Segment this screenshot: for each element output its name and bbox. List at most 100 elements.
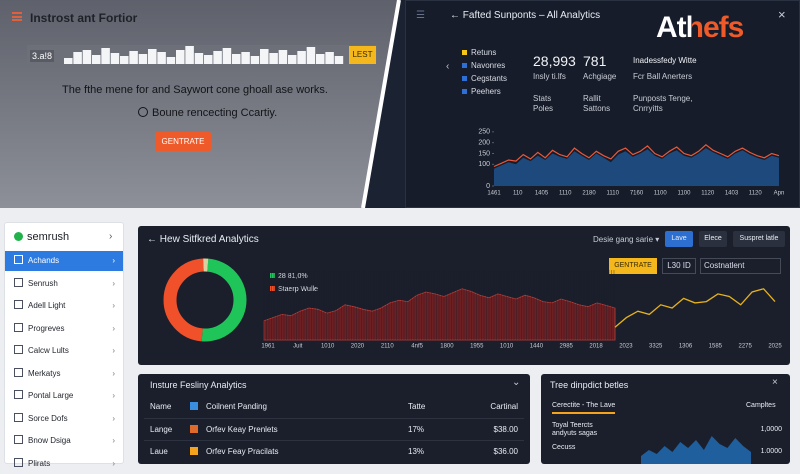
strip-bar — [297, 51, 306, 64]
brand-icon — [14, 232, 23, 241]
strip-bar — [148, 49, 157, 64]
x-tick-label: 1405 — [535, 191, 549, 197]
sidebar: semrush › Achands›Senrush›Adell Light›Pr… — [4, 222, 124, 464]
menu-icon — [14, 323, 23, 332]
table-cell: $36.00 — [478, 447, 518, 456]
table-title: Insture Fesliny Analytics — [150, 380, 247, 390]
hero-subline-text: Boune rencecting Ccartiy. — [152, 107, 277, 119]
x-tick-label: 1100 — [654, 191, 668, 197]
table-cell: Tatte — [408, 402, 425, 411]
tree-cell: Toyal Teercts — [552, 422, 593, 429]
hero-headline: The fthe mene for and Saywort cone ghoal… — [0, 84, 390, 96]
strip-bar — [204, 55, 213, 64]
collapse[interactable]: ⌄ — [512, 377, 520, 388]
x-tick-label: 1010 — [321, 344, 335, 350]
tree-cell: 1.0000 — [761, 448, 782, 455]
x-tick-label: 1100 — [678, 191, 692, 197]
y-tick-label: 0 — [486, 183, 490, 190]
strip-bar — [83, 50, 92, 64]
x-tick-label: 1110 — [559, 191, 572, 197]
strip-bar — [92, 55, 101, 64]
hero-subline: Boune rencecting Ccartiy. — [138, 107, 277, 119]
x-tick-label: 1110 — [607, 191, 620, 197]
row-icon — [190, 425, 198, 433]
x-tick-label: 1800 — [440, 344, 454, 350]
line — [615, 289, 775, 327]
header-icon — [190, 402, 198, 410]
tree-panel: Tree dinpdict betles × Cerectite - The L… — [541, 374, 790, 464]
menu-item[interactable]: Progreves› — [5, 319, 123, 339]
hero-panel: Instrost ant Fortior 3.a!8 LEST The fthe… — [0, 0, 400, 208]
menu-icon — [14, 300, 23, 309]
x-tick-label: 2018 — [589, 344, 603, 350]
menu-label: Calcw Lults — [28, 346, 69, 355]
menu-label: Sorce Dofs — [28, 414, 68, 423]
strip-bar — [185, 46, 194, 64]
menu-label: Pontal Large — [28, 391, 73, 400]
x-tick-label: 2275 — [738, 344, 752, 350]
menu-icon — [14, 345, 23, 354]
menu-chevron: › — [112, 274, 115, 294]
menu-label: Plirats — [28, 459, 50, 468]
menu-item[interactable]: Bnow Dsiga› — [5, 431, 123, 451]
strip-bar — [129, 51, 138, 64]
chevron: › — [109, 231, 112, 242]
divider — [355, 0, 405, 208]
table-cell: 13% — [408, 447, 424, 456]
menu-chevron: › — [112, 251, 115, 271]
strip-bar — [195, 53, 204, 64]
strip-bar — [64, 58, 73, 64]
menu-icon — [14, 390, 23, 399]
menu-item[interactable]: Adell Light› — [5, 296, 123, 316]
analytics-panel: ← Hew Sitfkred Analytics Desie gang sari… — [138, 226, 790, 365]
x-tick-label: 110 — [513, 191, 523, 197]
x-tick-label: 1120 — [749, 191, 763, 197]
table-cell: $38.00 — [478, 425, 518, 434]
x-tick-label: 2180 — [582, 191, 596, 197]
menu-label: Merkatys — [28, 369, 60, 378]
menu-icon — [14, 255, 23, 264]
hero-icon — [138, 107, 148, 117]
menu-chevron: › — [112, 341, 115, 361]
strip-bar — [139, 54, 148, 64]
menu-item[interactable]: Calcw Lults › — [5, 341, 123, 361]
menu-label: Achands — [28, 256, 59, 265]
y-tick-label: 250 — [478, 129, 490, 136]
x-tick-label: 1440 — [530, 344, 544, 350]
menu-item[interactable]: Sorce Dofs› — [5, 409, 123, 429]
strip-bar — [241, 52, 250, 64]
area — [641, 436, 751, 464]
y-tick-label: 150 — [478, 150, 490, 157]
x-tick-label: 1955 — [470, 344, 484, 350]
strip-bar — [279, 50, 288, 64]
menu-chevron: › — [112, 364, 115, 384]
tree-cell: 1,0000 — [761, 426, 782, 433]
strip-bar — [167, 57, 176, 64]
menu-item[interactable]: Achands › — [5, 251, 123, 271]
divider-line — [363, 0, 399, 208]
menu-item[interactable]: Merkatys › — [5, 364, 123, 384]
menu-icon — [14, 458, 23, 467]
menu-label: Adell Light — [28, 301, 65, 310]
menu-chevron: › — [112, 319, 115, 339]
hero-cta[interactable]: GENTRATE — [155, 132, 211, 151]
table-cell: Cartinal — [478, 402, 518, 411]
menu-item[interactable]: Senrush› — [5, 274, 123, 294]
x-tick-label: 1403 — [725, 191, 739, 197]
menu-label: Bnow Dsiga — [28, 436, 71, 445]
menu-icon — [14, 413, 23, 422]
x-tick-label: 1961 — [261, 344, 275, 350]
support-panel: ☰ ← Fafted Sunponts – All Analytics Athe… — [405, 0, 800, 208]
menu-icon — [14, 368, 23, 377]
table-cell: 17% — [408, 425, 424, 434]
menu-item[interactable]: Pontal Large› — [5, 386, 123, 406]
strip-bar — [251, 56, 260, 64]
strip-bar — [223, 48, 232, 64]
x-tick-label: 1585 — [709, 344, 723, 350]
strip-bar — [232, 54, 241, 64]
x-tick-label: 3325 — [649, 344, 663, 350]
brand-text: semrush — [27, 231, 69, 243]
x-tick-label: Apn — [774, 191, 785, 197]
